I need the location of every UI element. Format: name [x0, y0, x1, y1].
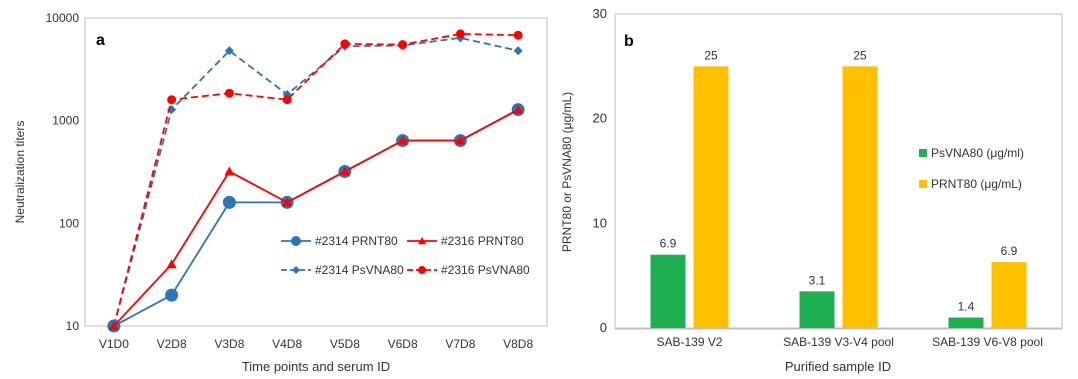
x-tick-label: V4D8	[272, 337, 302, 351]
data-point	[455, 135, 466, 145]
panel-b-bars: 6.9 25 3.1 25 1.4 6.9	[650, 48, 1027, 328]
panel-b-legend: PsVNA80 (μg/ml) PRNT80 (μg/mL)	[919, 146, 1024, 191]
panel-b-y-axis-title: PRNT80 or PsVNA80 (μg/mL)	[560, 92, 574, 252]
data-point	[397, 135, 408, 145]
x-tick-label: V2D8	[157, 337, 187, 351]
data-point	[455, 29, 465, 39]
legend-label: #2314 PRNT80	[315, 234, 398, 248]
panel-a-y-ticks: 10 100 1000 10000	[46, 11, 80, 333]
series-line	[113, 36, 519, 327]
y-tick-label: 10000	[46, 11, 80, 25]
panel-b-x-axis-title: Purified sample ID	[785, 359, 891, 374]
panel-b-y-ticks: 0 10 20 30	[593, 6, 607, 335]
legend-marker	[291, 236, 301, 246]
data-label: 6.9	[660, 237, 677, 251]
x-tick-label: V8D8	[503, 337, 533, 351]
bar	[948, 317, 984, 328]
y-tick-label: 0	[600, 320, 607, 335]
x-tick-label: V7D8	[445, 337, 475, 351]
bar	[991, 262, 1027, 328]
data-point	[222, 195, 236, 209]
bar	[693, 66, 729, 328]
data-point	[340, 39, 350, 49]
data-point	[513, 30, 523, 40]
legend-label: #2314 PsVNA80	[315, 263, 404, 277]
legend-swatch	[919, 180, 927, 188]
data-point	[224, 88, 234, 98]
data-point	[513, 46, 523, 56]
panel-a-legend: #2314 PRNT80 #2316 PRNT80 #2314 PsVNA80 #23…	[281, 234, 530, 277]
panel-a-y-axis-title: Neutralization titers	[13, 121, 27, 224]
panel-b-x-ticks: SAB-139 V2 SAB-139 V3-V4 pool SAB-139 V6-V…	[656, 335, 1042, 349]
bar	[650, 254, 686, 328]
panel-b-label: b	[624, 33, 634, 50]
data-point	[282, 197, 293, 207]
data-point	[165, 288, 179, 302]
panel-a-frame	[84, 17, 548, 327]
x-tick-label: V3D8	[214, 337, 244, 351]
data-point	[282, 95, 292, 105]
series-line	[113, 108, 519, 327]
panel-a-label: a	[96, 32, 105, 49]
data-point	[166, 259, 177, 269]
x-tick-label: SAB-139 V3-V4 pool	[783, 335, 894, 349]
bar	[842, 66, 878, 328]
data-point	[224, 166, 235, 176]
bar	[799, 291, 835, 328]
data-point	[108, 321, 119, 330]
panel-a-series	[107, 29, 525, 333]
y-tick-label: 10	[66, 319, 80, 333]
data-label: 6.9	[1001, 244, 1018, 258]
panel-a-x-axis-title: Time points and serum ID	[242, 359, 390, 374]
x-tick-label: SAB-139 V6-V8 pool	[932, 335, 1043, 349]
data-point	[513, 104, 524, 114]
x-tick-label: V1D0	[99, 337, 129, 351]
legend-marker	[292, 266, 300, 274]
y-tick-label: 100	[59, 216, 79, 230]
data-point	[398, 40, 408, 50]
data-point	[339, 166, 350, 176]
panel-a: a 10 100 1000 10000 V1D0 V2D8 V3D8 V4D8 V5D8 V6D…	[13, 11, 548, 374]
data-label: 3.1	[809, 273, 826, 287]
series-line	[113, 33, 519, 327]
y-tick-label: 10	[593, 215, 607, 230]
x-tick-label: SAB-139 V2	[656, 335, 722, 349]
y-tick-label: 30	[593, 6, 607, 21]
legend-label: PRNT80 (μg/mL)	[931, 177, 1022, 191]
legend-swatch	[919, 149, 927, 157]
data-label: 1.4	[958, 300, 975, 314]
panel-b-frame	[614, 13, 1063, 330]
legend-marker	[418, 237, 426, 245]
legend-label: #2316 PRNT80	[441, 234, 524, 248]
x-tick-label: V6D8	[388, 337, 418, 351]
y-tick-label: 20	[593, 111, 607, 126]
x-tick-label: V5D8	[330, 337, 360, 351]
panel-a-x-ticks: V1D0 V2D8 V3D8 V4D8 V5D8 V6D8 V7D8 V8D8	[99, 337, 534, 351]
legend-label: #2316 PsVNA80	[441, 263, 530, 277]
data-label: 25	[853, 48, 867, 62]
legend-marker	[418, 266, 426, 274]
data-point	[167, 95, 177, 105]
legend-label: PsVNA80 (μg/ml)	[931, 146, 1024, 160]
data-point	[224, 46, 234, 56]
data-label: 25	[704, 48, 718, 62]
y-tick-label: 1000	[52, 114, 79, 128]
